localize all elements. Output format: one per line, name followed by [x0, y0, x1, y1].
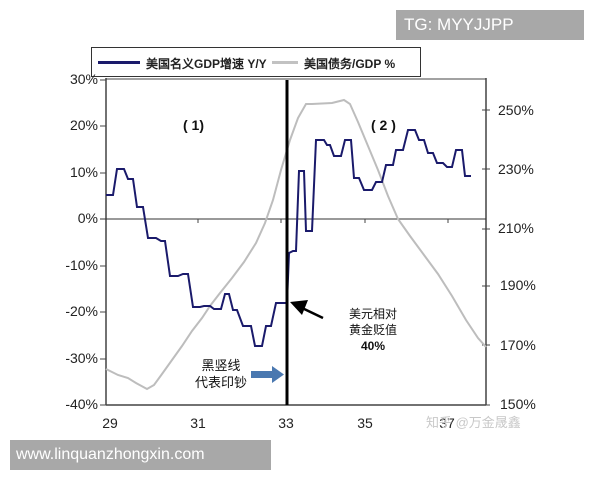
y-left-tick: -10%: [65, 257, 98, 273]
zhihu-watermark: 知乎 @万金晟鑫: [426, 415, 521, 430]
chart-legend: 美国名义GDP增速 Y/Y 美国债务/GDP %: [91, 47, 421, 77]
x-ticks: [197, 219, 449, 223]
y-right-tick: 210%: [498, 220, 534, 236]
x-tick: 33: [278, 415, 294, 431]
tg-watermark: TG: MYYJJPP: [396, 10, 584, 40]
x-tick: 35: [357, 415, 373, 431]
x-tick: 29: [102, 415, 118, 431]
y-left-tick: 20%: [69, 117, 98, 133]
legend-swatch-debt: [272, 61, 298, 64]
left-ticks: [100, 79, 106, 406]
legend-label-debt: 美国债务/GDP %: [304, 57, 396, 71]
y-right-tick: 170%: [500, 337, 536, 353]
gold-note-line3: 40%: [360, 339, 386, 353]
gold-note-line1: 美元相对: [348, 307, 397, 321]
y-left-tick: 10%: [69, 164, 98, 180]
phase-1-label: ( 1): [183, 117, 204, 133]
y-left-tick: -40%: [65, 396, 98, 412]
phase-2-label: ( 2 ): [371, 117, 396, 133]
printing-line-note: 黑竖线 代表印钞: [186, 357, 256, 391]
gdp-growth-line: [106, 129, 471, 347]
print-note-line1: 黑竖线: [201, 358, 241, 373]
legend-swatch-gdp: [98, 61, 140, 64]
legend-label-gdp: 美国名义GDP增速 Y/Y: [146, 57, 267, 71]
y-right-tick: 190%: [500, 277, 536, 293]
blue-arrow-icon: [251, 366, 284, 383]
gold-note-line2: 黄金贬值: [348, 323, 397, 337]
y-right-tick: 230%: [498, 161, 534, 177]
y-left-tick: -30%: [65, 350, 98, 366]
black-arrow-icon: [290, 300, 324, 320]
y-left-tick: 0%: [77, 210, 98, 226]
y-left-tick: 30%: [69, 71, 98, 87]
y-left-tick: -20%: [65, 303, 98, 319]
gold-devaluation-note: 美元相对 黄金贬值 40%: [333, 306, 413, 354]
x-tick: 31: [190, 415, 206, 431]
y-right-tick: 150%: [500, 396, 536, 412]
print-note-line2: 代表印钞: [194, 375, 247, 390]
x-tick: 37: [439, 415, 455, 431]
site-watermark: www.linquanzhongxin.com: [10, 440, 271, 470]
y-right-tick: 250%: [498, 102, 534, 118]
